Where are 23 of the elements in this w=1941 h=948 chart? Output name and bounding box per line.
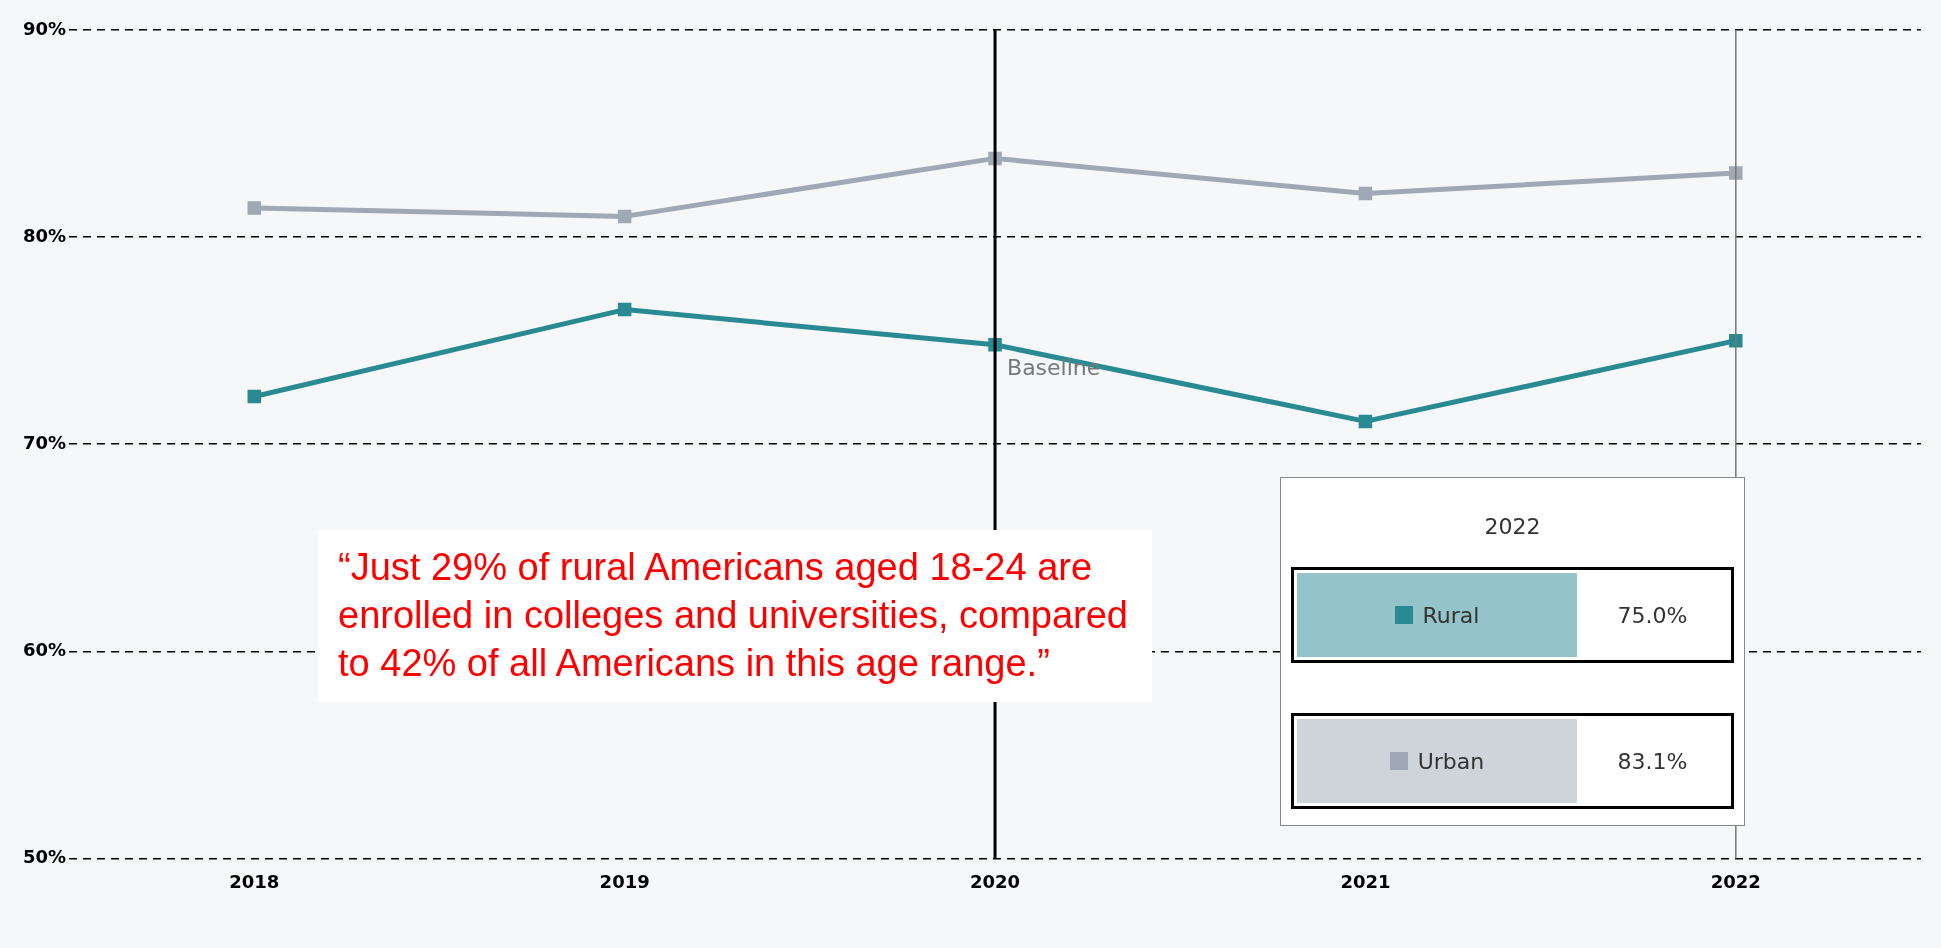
legend-title: 2022 bbox=[1483, 514, 1542, 539]
point bbox=[247, 201, 262, 215]
x-tick-label: 2020 bbox=[969, 870, 1021, 892]
legend-label: Urban bbox=[1417, 748, 1485, 774]
legend-label: Rural bbox=[1422, 602, 1480, 628]
ref-line-label: Baseline bbox=[1007, 355, 1101, 381]
x-tick-label: 2021 bbox=[1340, 870, 1391, 892]
point bbox=[247, 389, 262, 404]
y-tick-label: 90% bbox=[22, 17, 67, 39]
point bbox=[1358, 414, 1373, 429]
x-tick-label: 2022 bbox=[1710, 870, 1761, 892]
point bbox=[617, 302, 632, 317]
point bbox=[1358, 186, 1373, 201]
y-tick-label: 60% bbox=[22, 638, 67, 660]
point bbox=[617, 209, 632, 224]
y-tick-label: 70% bbox=[22, 431, 67, 453]
annotation: 75.0% bbox=[1616, 601, 1689, 630]
annotation: “Just 29% of rural Americans aged 18-24 are enrolled in colleges and universities, compared to 42% of all Americans in this age range.” bbox=[338, 545, 1129, 686]
x-tick-label: 2018 bbox=[229, 870, 280, 892]
annotation: 83.1% bbox=[1616, 747, 1689, 776]
x-tick-label: 2019 bbox=[599, 870, 650, 892]
y-tick-label: 80% bbox=[22, 224, 67, 246]
y-tick-label: 50% bbox=[22, 846, 67, 868]
